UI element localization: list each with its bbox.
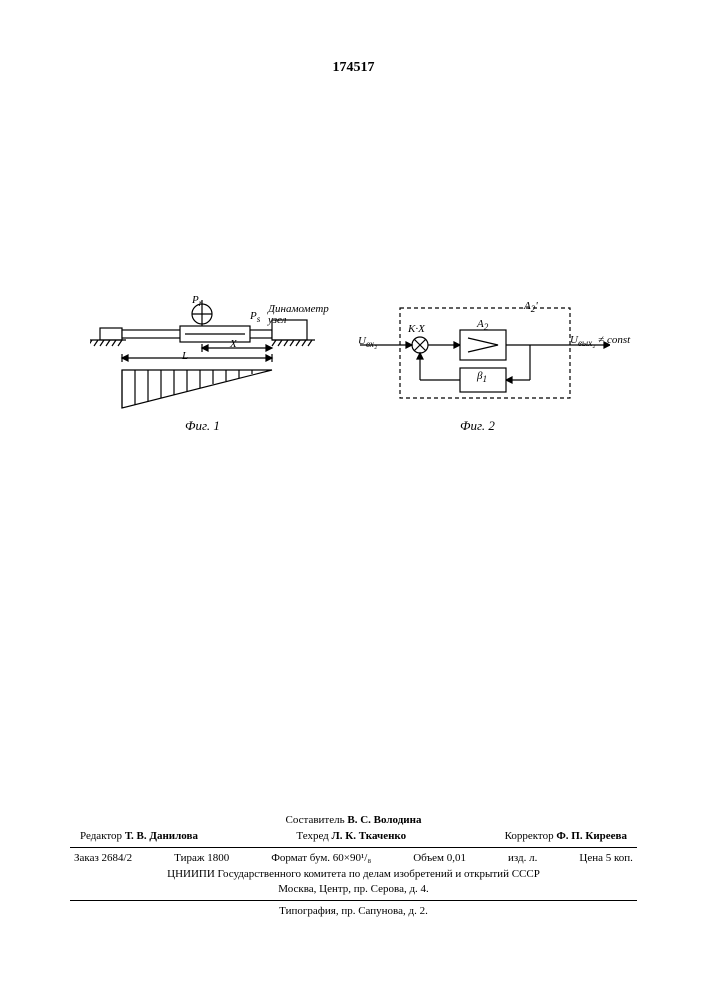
fig1-label-dynamometer: Динамометрузел xyxy=(268,304,329,326)
tirazh: Тираж 1800 xyxy=(174,851,229,866)
fig2-label-kx: K·X xyxy=(408,323,425,335)
fig2-label-input: Uвх₂ xyxy=(358,335,377,349)
order: Заказ 2684/2 xyxy=(74,851,132,866)
corrector-label: Корректор xyxy=(505,830,554,842)
figures-area: Pr Ps Динамометрузел L X Фиг. 1 xyxy=(90,290,620,470)
fig2-label-A2: A2 xyxy=(477,318,488,332)
corrector-name: Ф. П. Киреева xyxy=(556,830,627,842)
fig1-label-ps: Ps xyxy=(250,310,260,324)
fig1-label-pr: Pr xyxy=(192,294,202,308)
org: ЦНИИПИ Государственного комитета по дела… xyxy=(70,867,637,882)
fig1-caption: Фиг. 1 xyxy=(185,418,220,434)
fig2-label-A2prime: A2' xyxy=(524,300,538,314)
compiler-label: Составитель xyxy=(286,814,345,826)
fig2-caption: Фиг. 2 xyxy=(460,418,495,434)
techred-name: Л. К. Ткаченко xyxy=(332,830,407,842)
figure-2 xyxy=(360,290,610,430)
izd: изд. л. xyxy=(508,851,537,866)
fig1-label-L: L xyxy=(182,350,188,362)
price: Цена 5 коп. xyxy=(579,851,633,866)
format: Формат бум. 60×90¹/₈ xyxy=(271,851,371,866)
fig1-label-X: X xyxy=(230,338,237,350)
credits-block: Составитель В. С. Володина Редактор Т. В… xyxy=(70,812,637,920)
volume: Объем 0,01 xyxy=(413,851,466,866)
editor-name: Т. В. Данилова xyxy=(125,830,198,842)
fig2-label-output: Uвых₂ ≠ const xyxy=(570,334,630,348)
address: Москва, Центр, пр. Серова, д. 4. xyxy=(70,882,637,897)
page-number: 174517 xyxy=(333,60,375,76)
editor-label: Редактор xyxy=(80,830,122,842)
typography: Типография, пр. Сапунова, д. 2. xyxy=(70,904,637,919)
fig2-label-beta1: β1 xyxy=(477,370,487,384)
techred-label: Техред xyxy=(296,830,328,842)
compiler-name: В. С. Володина xyxy=(347,814,421,826)
